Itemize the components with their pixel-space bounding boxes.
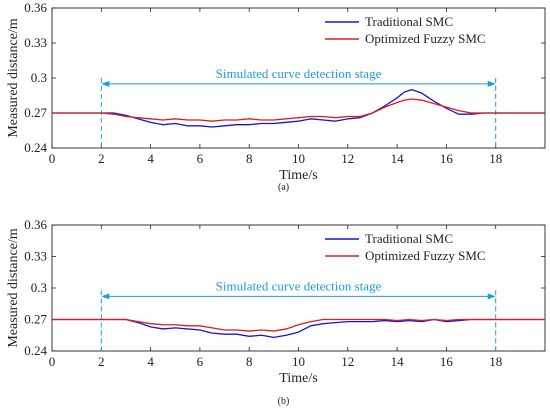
- stage-arrowhead-left: [101, 80, 110, 87]
- panel-caption: (a): [278, 182, 289, 193]
- x-tick-label: 6: [197, 354, 204, 369]
- x-tick-label: 14: [391, 151, 405, 166]
- x-tick-label: 4: [147, 151, 154, 166]
- legend-label: Traditional SMC: [365, 231, 453, 246]
- stage-arrowhead-left: [101, 293, 110, 300]
- y-tick-label: 0.36: [24, 217, 47, 232]
- x-tick-label: 10: [292, 354, 305, 369]
- series-line-optimized-fuzzy-smc: [52, 98, 545, 122]
- y-tick-label: 0.33: [24, 35, 47, 50]
- x-tick-label: 0: [49, 151, 56, 166]
- x-tick-label: 12: [341, 151, 354, 166]
- y-axis-label: Measured distance/m: [6, 228, 21, 347]
- legend-label: Optimized Fuzzy SMC: [365, 31, 486, 46]
- stage-arrowhead-right: [487, 80, 496, 87]
- x-axis-label: Time/s: [279, 168, 317, 183]
- x-tick-label: 8: [246, 354, 253, 369]
- stage-annotation-text: Simulated curve detection stage: [216, 66, 382, 81]
- x-tick-label: 14: [391, 354, 405, 369]
- x-tick-label: 18: [489, 354, 502, 369]
- y-tick-label: 0.27: [24, 105, 47, 120]
- y-axis-label: Measured distance/m: [6, 18, 21, 137]
- series-line-traditional-smc: [52, 89, 545, 128]
- x-tick-label: 0: [49, 354, 56, 369]
- stage-arrowhead-right: [487, 293, 496, 300]
- y-tick-label: 0.24: [24, 343, 47, 358]
- legend-label: Optimized Fuzzy SMC: [365, 248, 486, 263]
- y-tick-label: 0.3: [31, 280, 47, 295]
- x-tick-label: 4: [147, 354, 154, 369]
- x-tick-label: 2: [98, 151, 105, 166]
- x-tick-label: 16: [440, 354, 454, 369]
- panel-caption: (b): [278, 396, 290, 407]
- x-axis-label: Time/s: [279, 371, 317, 386]
- x-tick-label: 18: [489, 151, 502, 166]
- legend: Traditional SMC Optimized Fuzzy SMC: [325, 231, 486, 263]
- x-tick-label: 10: [292, 151, 305, 166]
- x-tick-label: 8: [246, 151, 253, 166]
- y-tick-label: 0.33: [24, 249, 47, 264]
- x-tick-label: 12: [341, 354, 354, 369]
- y-tick-label: 0.36: [24, 0, 47, 15]
- legend: Traditional SMC Optimized Fuzzy SMC: [325, 14, 486, 46]
- x-tick-label: 2: [98, 354, 105, 369]
- chart-panel-b: 0 2 4 6 8 10 12 14 16 18 0.24 0.27 0.3 0.33 0.36 Time/s…: [6, 217, 546, 407]
- y-tick-label: 0.27: [24, 312, 47, 327]
- stage-annotation-text: Simulated curve detection stage: [216, 278, 382, 293]
- series-line-optimized-fuzzy-smc: [52, 318, 545, 332]
- x-tick-label: 16: [440, 151, 454, 166]
- legend-label: Traditional SMC: [365, 14, 453, 29]
- series-line-traditional-smc: [52, 318, 545, 338]
- y-tick-label: 0.24: [24, 140, 47, 155]
- y-tick-label: 0.3: [31, 70, 47, 85]
- chart-panel-a: 0 2 4 6 8 10 12 14 16 18 0.24 0.27 0.3 0.33 0.36 Time/s…: [6, 0, 546, 193]
- x-tick-label: 6: [197, 151, 204, 166]
